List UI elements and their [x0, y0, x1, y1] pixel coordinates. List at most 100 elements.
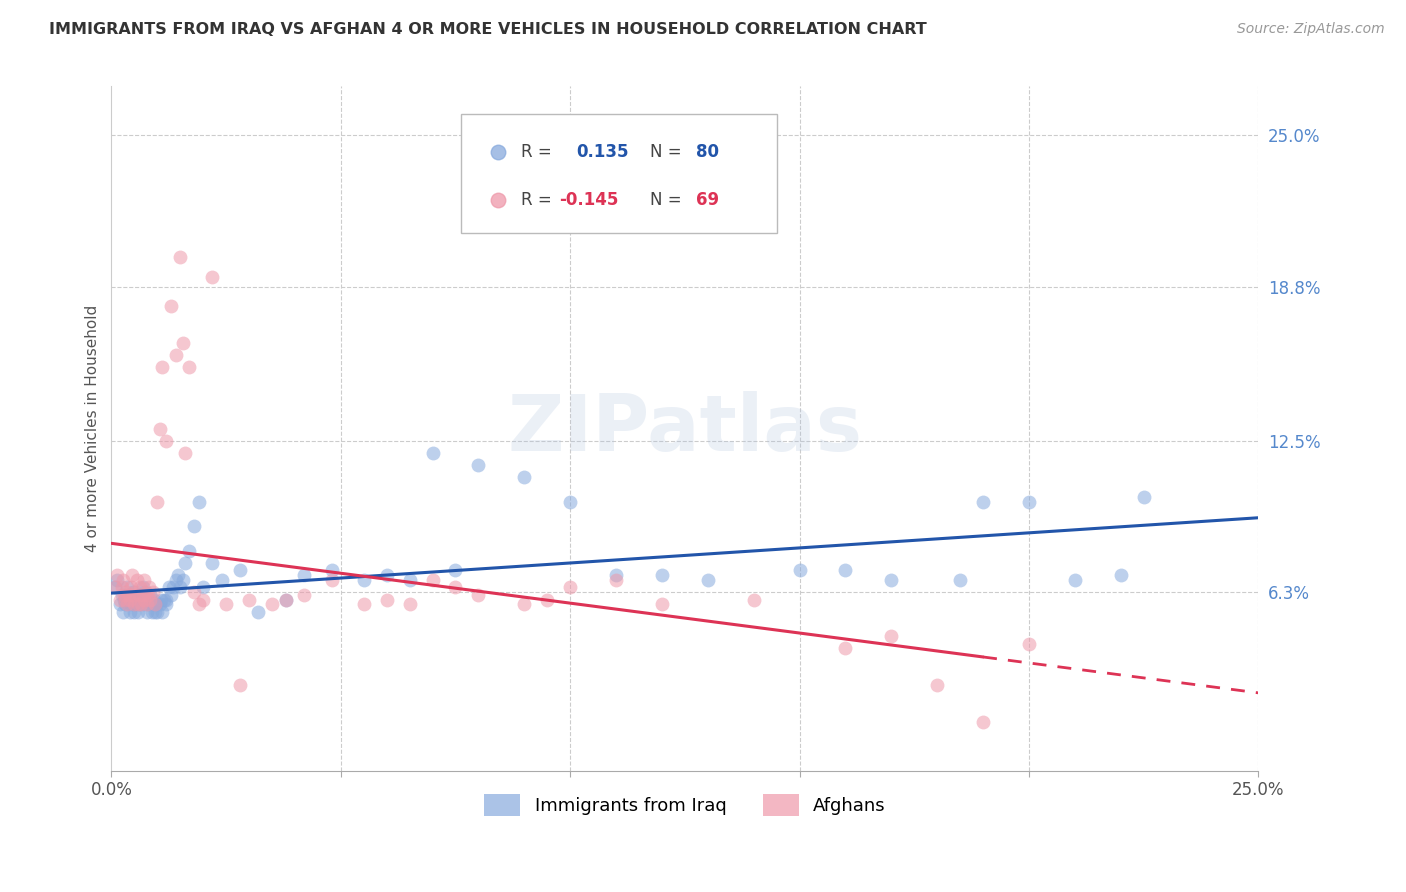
Point	[191, 592, 214, 607]
Point	[1132, 490, 1154, 504]
Point	[398, 598, 420, 612]
Point	[112, 592, 135, 607]
Point	[398, 573, 420, 587]
Point	[260, 598, 283, 612]
Point	[169, 581, 191, 595]
Point	[789, 563, 811, 577]
Point	[111, 605, 134, 619]
Point	[149, 598, 172, 612]
Point	[138, 581, 160, 595]
Point	[422, 446, 444, 460]
Point	[128, 581, 150, 595]
Point	[238, 592, 260, 607]
Point	[834, 641, 856, 656]
Point	[108, 592, 131, 607]
Point	[136, 598, 159, 612]
Point	[134, 592, 156, 607]
Point	[165, 573, 187, 587]
Point	[880, 573, 903, 587]
Point	[172, 573, 194, 587]
Point	[467, 588, 489, 602]
Point	[160, 588, 183, 602]
Point	[125, 573, 148, 587]
Text: R =: R =	[520, 191, 551, 209]
Point	[125, 592, 148, 607]
Point	[135, 585, 157, 599]
Text: Source: ZipAtlas.com: Source: ZipAtlas.com	[1237, 22, 1385, 37]
Point	[115, 592, 138, 607]
Point	[124, 598, 146, 612]
Point	[118, 605, 141, 619]
Point	[191, 581, 214, 595]
Point	[124, 605, 146, 619]
Point	[112, 588, 135, 602]
Point	[172, 336, 194, 351]
Point	[129, 598, 152, 612]
Point	[122, 585, 145, 599]
Point	[146, 605, 169, 619]
Point	[247, 605, 270, 619]
Point	[167, 568, 190, 582]
Point	[321, 573, 343, 587]
Point	[1109, 568, 1132, 582]
Point	[150, 605, 173, 619]
Point	[536, 592, 558, 607]
Point	[972, 495, 994, 509]
Text: ZIPatlas: ZIPatlas	[508, 391, 862, 467]
Point	[139, 588, 162, 602]
Point	[132, 585, 155, 599]
Point	[114, 598, 136, 612]
Point	[949, 573, 972, 587]
Point	[131, 581, 153, 595]
Point	[274, 592, 297, 607]
Point	[104, 581, 127, 595]
Point	[605, 573, 627, 587]
Point	[165, 348, 187, 362]
Y-axis label: 4 or more Vehicles in Household: 4 or more Vehicles in Household	[86, 305, 100, 552]
Point	[1063, 573, 1085, 587]
Text: N =: N =	[651, 191, 682, 209]
Point	[105, 573, 128, 587]
Point	[132, 573, 155, 587]
Point	[142, 585, 165, 599]
Point	[155, 592, 177, 607]
Point	[183, 519, 205, 533]
Point	[696, 573, 718, 587]
Point	[128, 588, 150, 602]
Point	[927, 678, 949, 692]
FancyBboxPatch shape	[461, 114, 776, 234]
Point	[127, 605, 149, 619]
Point	[353, 598, 375, 612]
Point	[972, 714, 994, 729]
Point	[444, 563, 467, 577]
Legend: Immigrants from Iraq, Afghans: Immigrants from Iraq, Afghans	[477, 787, 893, 823]
Point	[651, 598, 673, 612]
Point	[118, 588, 141, 602]
Point	[651, 568, 673, 582]
Point	[121, 592, 143, 607]
Point	[162, 581, 184, 595]
Text: 0.135: 0.135	[576, 144, 628, 161]
Text: 80: 80	[696, 144, 720, 161]
Point	[128, 592, 150, 607]
Point	[605, 568, 627, 582]
Point	[834, 563, 856, 577]
Text: 69: 69	[696, 191, 720, 209]
Point	[560, 495, 582, 509]
Point	[138, 592, 160, 607]
Point	[155, 434, 177, 448]
Point	[142, 598, 165, 612]
Point	[135, 592, 157, 607]
Point	[149, 592, 172, 607]
Point	[134, 598, 156, 612]
Point	[110, 588, 132, 602]
Point	[108, 598, 131, 612]
Point	[146, 495, 169, 509]
Point	[114, 592, 136, 607]
Point	[187, 598, 209, 612]
Point	[124, 598, 146, 612]
Point	[422, 573, 444, 587]
Point	[187, 495, 209, 509]
Point	[118, 592, 141, 607]
Point	[375, 568, 398, 582]
